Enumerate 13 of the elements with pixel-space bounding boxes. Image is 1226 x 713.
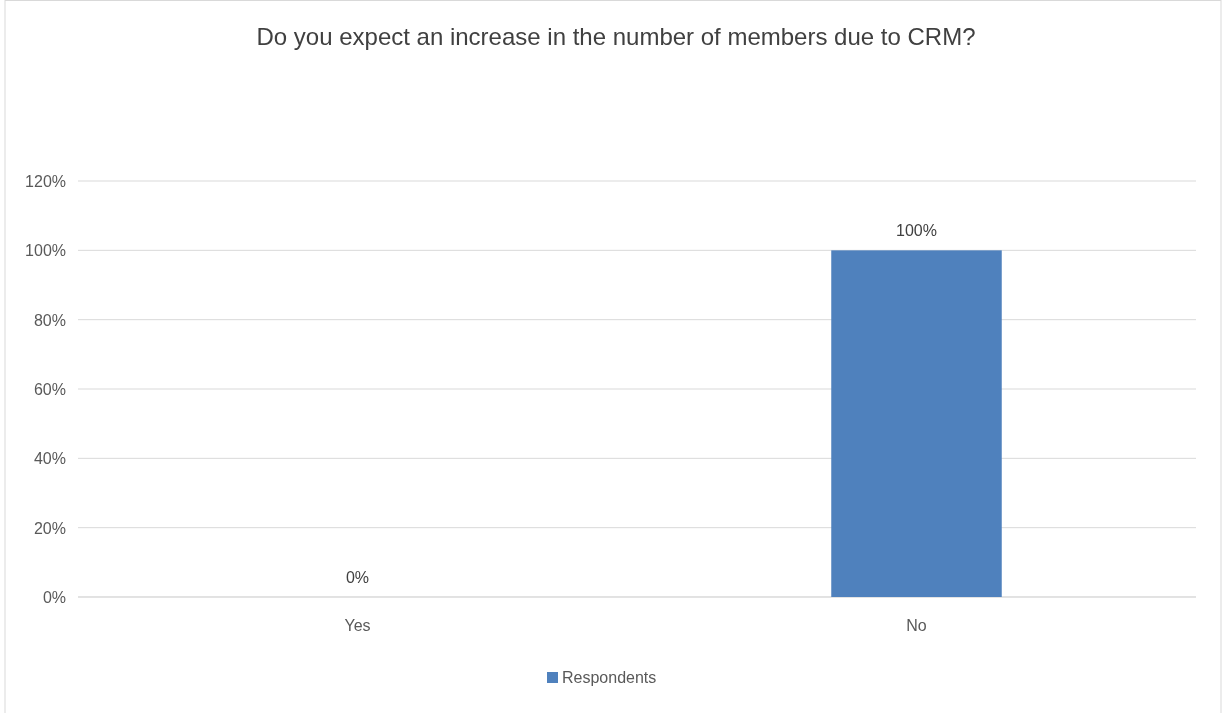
y-tick-label: 60% <box>33 381 66 398</box>
chart-title: Do you expect an increase in the number of members due to CRM? <box>256 23 976 50</box>
data-label: 0% <box>345 569 370 586</box>
y-tick-label: 100% <box>25 242 66 260</box>
x-tick-label: Yes <box>344 617 371 634</box>
y-tick-label: 80% <box>33 311 66 329</box>
y-tick-label: 120% <box>25 173 66 190</box>
y-tick-label: 40% <box>33 450 66 468</box>
y-tick-label: 0% <box>42 589 66 606</box>
legend-label: Respondents <box>562 669 657 686</box>
x-tick-label: No <box>906 617 927 634</box>
y-tick-label: 20% <box>33 519 66 537</box>
data-label: 100% <box>896 222 937 240</box>
